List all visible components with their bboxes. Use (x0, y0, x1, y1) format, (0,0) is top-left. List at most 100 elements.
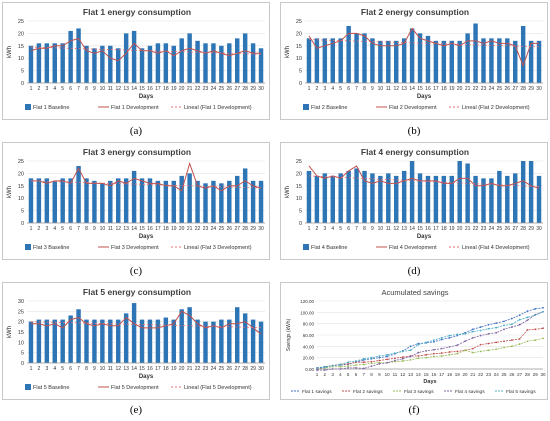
bar (449, 40, 454, 83)
series-point-flat-1 (542, 306, 544, 309)
series-point-flat-5 (401, 350, 404, 353)
x-tick-label: 4 (53, 86, 56, 92)
bar (330, 175, 335, 223)
series-point-flat-5 (487, 327, 490, 330)
bar (417, 33, 423, 83)
x-tick-label: 9 (93, 366, 96, 372)
x-tick-label: 10 (385, 372, 391, 377)
legend-label-development: Flat 1 Development (111, 105, 159, 111)
x-tick-label: 4 (331, 86, 334, 92)
panel-d: Flat 4 energy consumption 0 5 10 15 20 25 kWh 1 2… (280, 142, 548, 260)
bar (330, 38, 335, 83)
x-tick-label: 29 (250, 86, 256, 92)
bar (481, 178, 486, 223)
bar (76, 309, 81, 363)
series-point-flat-1 (495, 322, 498, 324)
series-point-flat-5 (542, 310, 544, 313)
x-tick-label: 29 (250, 366, 256, 372)
x-tick-label: 20 (463, 372, 469, 377)
bar (386, 40, 391, 83)
bar (195, 40, 200, 83)
y-tick-label: 15 (18, 330, 24, 336)
bar (203, 43, 208, 83)
bar (386, 173, 391, 223)
legend-swatch-baseline (25, 104, 31, 110)
bar (497, 170, 502, 223)
bar (203, 321, 208, 363)
x-tick-label: 3 (323, 226, 326, 232)
bar (235, 175, 240, 223)
bar (123, 33, 129, 83)
x-tick-label: 11 (386, 86, 391, 92)
y-axis-label: kWh (7, 46, 13, 58)
series-point-flat-1 (440, 338, 443, 341)
series-point-flat-2 (394, 357, 396, 360)
series-point-flat-3 (534, 339, 537, 341)
y-tick-label: 0 (21, 361, 24, 367)
bar (258, 48, 264, 83)
bar (520, 161, 526, 223)
y-axis-label: kWh (285, 46, 291, 58)
series-point-flat-1 (432, 340, 435, 343)
bar (473, 23, 478, 83)
legend-label-trend: Lineal (Flat 5 Development) (184, 385, 252, 391)
x-tick-label: 2 (316, 226, 319, 232)
series-point-flat-3 (362, 363, 365, 366)
x-tick-label: 10 (378, 86, 384, 92)
bar (92, 319, 97, 363)
x-tick-label: 5 (61, 366, 64, 372)
series-point-flat-5 (347, 361, 350, 364)
bar (44, 319, 50, 363)
x-tick-label: 7 (355, 86, 358, 92)
x-tick-label: 3 (45, 86, 48, 92)
bar (44, 178, 50, 223)
series-point-flat-4 (510, 326, 513, 328)
y-axis-label: kWh (7, 326, 13, 338)
x-tick-label: 24 (489, 86, 495, 92)
series-point-flat-5 (495, 326, 498, 329)
x-tick-label: 17 (433, 86, 439, 92)
bar (179, 38, 184, 83)
x-axis-label: Days (139, 374, 154, 380)
series-point-flat-4 (479, 334, 482, 337)
series-point-flat-2 (401, 356, 404, 358)
panel-e: Flat 5 energy consumption 0 5 10 15 20 25 30 kWh… (2, 282, 270, 400)
bar (68, 30, 73, 84)
bar (60, 178, 65, 223)
y-tick-label: 5 (21, 351, 24, 357)
legend-label-development: Flat 5 Development (111, 385, 159, 391)
series-point-flat-5 (331, 364, 334, 367)
series-point-flat-3 (417, 357, 420, 360)
x-tick-label: 15 (139, 86, 145, 92)
y-axis-label: kWh (7, 186, 13, 198)
x-tick-label: 21 (187, 226, 193, 232)
bar (84, 178, 89, 223)
y-tick-label: 20 (18, 320, 24, 326)
series-point-flat-5 (323, 366, 326, 369)
series-point-flat-5 (518, 318, 521, 321)
x-tick-label: 21 (470, 372, 476, 377)
x-tick-label: 8 (85, 86, 88, 92)
x-tick-label: 10 (100, 366, 106, 372)
bar (116, 319, 121, 363)
series-point-flat-4 (362, 367, 365, 370)
x-tick-label: 22 (478, 372, 484, 377)
bar (52, 180, 57, 223)
bar (465, 33, 470, 83)
y-tick-label: 5 (21, 69, 24, 75)
chart-title: Flat 3 energy consumption (83, 147, 191, 157)
bar (227, 43, 232, 83)
x-tick-label: 11 (108, 226, 113, 232)
development-line (308, 165, 540, 189)
x-tick-label: 2 (38, 86, 41, 92)
series-point-flat-2 (479, 343, 482, 346)
bar (346, 25, 351, 83)
bar (505, 38, 510, 83)
bar (250, 180, 256, 223)
series-point-flat-3 (503, 346, 505, 349)
y-tick-label: 25 (18, 159, 24, 165)
series-point-flat-3 (425, 356, 428, 359)
bar (433, 175, 439, 223)
y-tick-label: 25 (296, 159, 302, 165)
